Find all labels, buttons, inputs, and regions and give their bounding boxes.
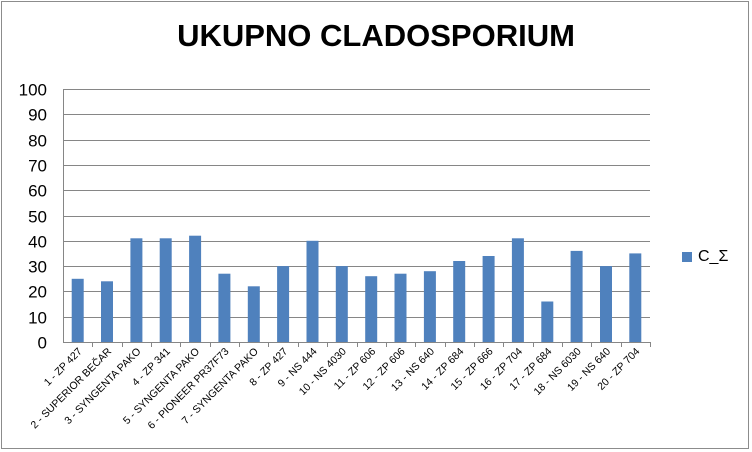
bar (365, 276, 378, 342)
bar (101, 281, 113, 342)
y-tick-label: 20 (28, 283, 47, 302)
chart-title: UKUPNO CLADOSPORIUM (177, 18, 575, 53)
legend-label: C_Σ (698, 248, 729, 265)
bar (511, 238, 524, 342)
bar (247, 286, 260, 342)
bar (570, 250, 583, 342)
bar (600, 266, 612, 342)
y-tick-label: 50 (28, 208, 47, 227)
y-tick-label: 0 (38, 334, 47, 353)
y-tick-label: 10 (28, 309, 47, 328)
y-tick-label: 90 (28, 106, 47, 125)
bar (541, 301, 554, 342)
bar (423, 271, 436, 342)
bar (159, 238, 172, 342)
bar (453, 261, 466, 342)
bar (130, 238, 143, 342)
bar (394, 273, 407, 342)
bar (306, 240, 319, 342)
bar (218, 273, 231, 342)
y-tick-label: 100 (19, 81, 47, 100)
y-tick-label: 40 (28, 233, 47, 252)
bar (71, 278, 84, 343)
legend-swatch (682, 252, 692, 262)
y-tick-label: 60 (28, 182, 47, 201)
bar (482, 256, 495, 342)
y-tick-label: 30 (28, 258, 47, 277)
bar (629, 253, 642, 342)
bar (189, 235, 202, 342)
y-tick-label: 80 (28, 132, 47, 151)
bar (277, 266, 290, 342)
bar (335, 266, 348, 342)
legend: C_Σ (682, 248, 728, 266)
y-tick-label: 70 (28, 157, 47, 176)
